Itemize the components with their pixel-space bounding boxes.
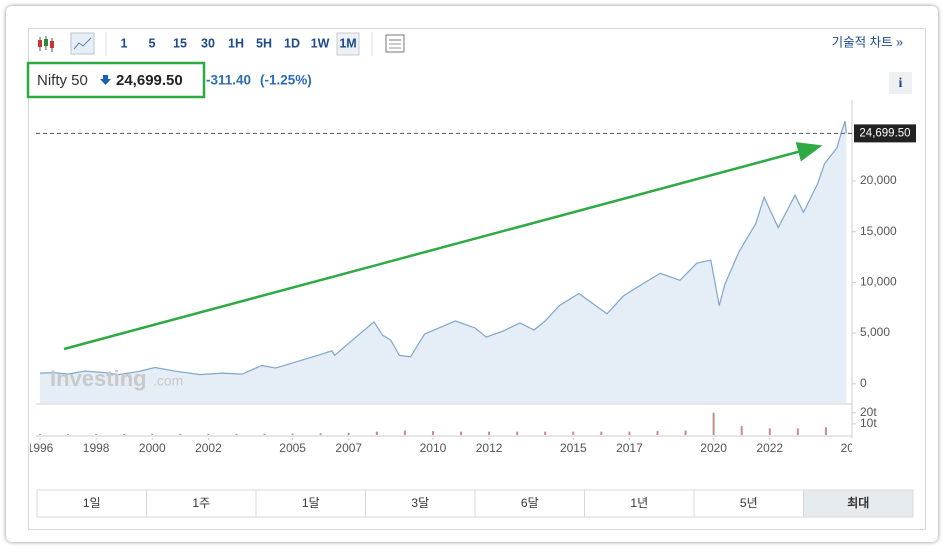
volume-bar — [67, 434, 70, 435]
interval-selected — [336, 32, 360, 56]
candle-icon[interactable] — [38, 36, 54, 52]
volume-bar — [600, 431, 603, 435]
interval-button[interactable]: 5H — [256, 36, 272, 50]
volume-bar — [95, 434, 98, 435]
volume-bar — [768, 428, 771, 435]
x-tick-label: 2000 — [139, 441, 166, 455]
period-button[interactable] — [365, 489, 476, 518]
x-tick-label: 2012 — [476, 441, 503, 455]
volume-bar — [740, 426, 743, 435]
volume-bar — [123, 434, 126, 435]
volume-bar — [544, 431, 547, 435]
volume-bar — [151, 433, 154, 435]
volume-bar — [39, 434, 42, 435]
period-bar: 1일 1주 1달 3달 6달 1년 5년 최대 — [36, 489, 914, 518]
x-tick-label: 2020 — [700, 441, 727, 455]
interval-button[interactable]: 15 — [173, 36, 187, 50]
x-tick-label: 2015 — [560, 441, 587, 455]
period-button[interactable] — [584, 489, 695, 518]
change: -311.40 — [206, 73, 251, 88]
x-tick-label: 2025 — [841, 441, 868, 455]
change-pct: (-1.25%) — [260, 73, 312, 88]
x-tick-label: 2002 — [195, 441, 222, 455]
interval-group: 1 5 15 30 1H 5H 1D 1W 1M — [121, 32, 360, 56]
volume-bar — [572, 431, 575, 435]
volume-tick-label: 20t — [860, 405, 877, 419]
period-label[interactable]: 1일 — [83, 496, 101, 510]
info-button[interactable] — [889, 72, 912, 94]
volume-bar — [179, 433, 182, 435]
volume-bar — [263, 433, 266, 435]
volume-bar — [488, 431, 491, 435]
area — [40, 121, 847, 404]
period-button[interactable] — [474, 489, 585, 518]
period-label[interactable]: 최대 — [847, 495, 869, 510]
period-button[interactable] — [255, 489, 366, 518]
watermark: Investing — [50, 366, 147, 391]
y-tick-label: 10,000 — [860, 275, 897, 289]
trend-arrow — [63, 142, 823, 351]
volume-bar — [375, 431, 378, 435]
y-tick-label: 15,000 — [860, 224, 897, 238]
volume-bar — [319, 433, 322, 435]
interval-button[interactable]: 1 — [121, 36, 128, 50]
y-tick-label: 0 — [860, 376, 867, 390]
last-price-box — [854, 124, 916, 143]
technical-chart-link[interactable]: 기술적 차트 » — [832, 35, 903, 49]
price: 24,699.50 — [116, 72, 183, 89]
volume-bar — [403, 430, 406, 435]
table-icon[interactable] — [385, 34, 405, 53]
x-tick-label: 1996 — [27, 441, 54, 455]
interval-button[interactable]: 30 — [201, 36, 215, 50]
volume-bar — [347, 432, 350, 435]
volume-bar — [796, 428, 799, 435]
volume-bar — [460, 431, 463, 435]
down-arrow — [100, 75, 111, 85]
y-tick-label: 20,000 — [860, 173, 897, 187]
volume-bar — [684, 430, 687, 435]
interval-button[interactable]: 1W — [311, 36, 330, 50]
x-tick-label: 2007 — [335, 441, 362, 455]
period-label[interactable]: 5년 — [740, 496, 758, 510]
volume-tick-label: 10t — [860, 416, 877, 430]
info-icon[interactable]: i — [899, 76, 903, 91]
volume-bar — [207, 433, 210, 435]
x-axis: 1996 1998 2000 2002 2005 2007 2010 2012 2015 2017… — [27, 438, 868, 455]
volume-bar — [712, 412, 715, 435]
interval-button[interactable]: 1M — [339, 36, 356, 50]
volume-bar — [291, 433, 294, 435]
watermark-suffix: .com — [153, 373, 183, 389]
volume-bar — [824, 427, 827, 435]
index-name: Nifty 50 — [37, 72, 88, 89]
volume-bar — [516, 431, 519, 435]
x-tick-label: 1998 — [83, 441, 110, 455]
plot — [39, 121, 847, 435]
period-button[interactable] — [803, 489, 914, 518]
volume-bar — [628, 431, 631, 435]
last-price-label: 24,699.50 — [859, 127, 910, 139]
x-tick-label: 2010 — [420, 441, 447, 455]
interval-button[interactable]: 1D — [284, 36, 300, 50]
period-label[interactable]: 1년 — [630, 496, 648, 510]
x-tick-label: 2017 — [616, 441, 643, 455]
period-label[interactable]: 6달 — [521, 496, 539, 510]
interval-button[interactable]: 5 — [149, 36, 156, 50]
volume-bar — [235, 433, 238, 435]
period-label[interactable]: 1주 — [192, 496, 210, 510]
period-label[interactable]: 3달 — [411, 496, 429, 510]
period-button[interactable] — [146, 489, 257, 518]
x-tick-label: 2005 — [279, 441, 306, 455]
x-tick-label: 2022 — [756, 441, 783, 455]
interval-button[interactable]: 1H — [228, 36, 244, 50]
price-line — [39, 121, 847, 376]
volume-bar — [431, 431, 434, 435]
volume-bar — [656, 431, 659, 435]
area-icon[interactable] — [70, 32, 95, 55]
period-label[interactable]: 1달 — [302, 496, 320, 510]
highlight-box — [26, 61, 206, 99]
y-tick-label: 5,000 — [860, 325, 890, 339]
